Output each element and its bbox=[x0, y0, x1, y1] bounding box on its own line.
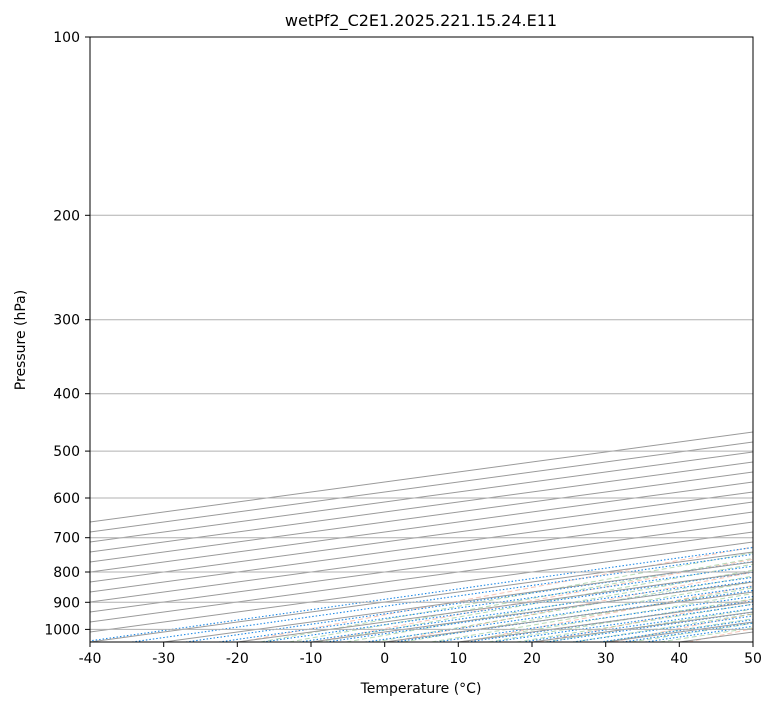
moist-adiabat-line bbox=[260, 552, 753, 642]
isotherm-line bbox=[90, 461, 753, 553]
mixing-ratio-line bbox=[365, 585, 753, 642]
y-tick-label: 700 bbox=[53, 531, 80, 547]
isotherm-line bbox=[90, 501, 753, 593]
y-tick-label: 500 bbox=[53, 444, 80, 460]
y-tick-label: 100 bbox=[53, 30, 80, 46]
x-tick-label: 50 bbox=[744, 651, 762, 667]
plot-area bbox=[90, 37, 753, 642]
isotherm-line bbox=[90, 521, 753, 613]
y-axis-label: Pressure (hPa) bbox=[13, 290, 29, 390]
x-tick-label: -20 bbox=[226, 651, 249, 667]
moist-adiabats bbox=[260, 552, 753, 642]
isotherm-line bbox=[90, 511, 753, 603]
y-tick-label: 900 bbox=[53, 595, 80, 611]
x-tick-label: 0 bbox=[380, 651, 389, 667]
y-tick-label: 800 bbox=[53, 565, 80, 581]
x-tick-label: -40 bbox=[79, 651, 102, 667]
isotherm-line bbox=[90, 481, 753, 573]
moist-adiabat-line bbox=[403, 581, 753, 642]
x-tick-label: -10 bbox=[300, 651, 323, 667]
mixing-ratio-line bbox=[90, 546, 753, 642]
isotherm-line bbox=[90, 491, 753, 583]
x-tick-label: 20 bbox=[523, 651, 541, 667]
y-tick-label: 400 bbox=[53, 387, 80, 403]
isotherm-line bbox=[90, 531, 753, 623]
y-tick-label: 200 bbox=[53, 208, 80, 224]
y-tick-label: 600 bbox=[53, 491, 80, 507]
isotherms bbox=[90, 431, 753, 642]
x-tick-label: 30 bbox=[597, 651, 615, 667]
chart-title: wetPf2_C2E1.2025.221.15.24.E11 bbox=[285, 11, 557, 31]
isobar-gridlines bbox=[90, 37, 753, 630]
y-tick-label: 1000 bbox=[44, 622, 80, 638]
y-tick-label: 300 bbox=[53, 313, 80, 329]
isotherm-line bbox=[90, 471, 753, 563]
isotherm-line bbox=[90, 451, 753, 543]
x-tick-label: 40 bbox=[670, 651, 688, 667]
x-tick-label: -30 bbox=[152, 651, 175, 667]
moist-adiabat-line bbox=[459, 592, 753, 642]
moist-adiabat-line bbox=[346, 569, 753, 642]
axis-ticks: -40 -30 -20 -10 0 10 20 30 40 50 1000 900 800 700 600 5… bbox=[44, 30, 762, 667]
plot-frame bbox=[89, 36, 754, 643]
x-tick-label: 10 bbox=[449, 651, 467, 667]
x-axis-label: Temperature (°C) bbox=[360, 681, 482, 697]
mixing-ratio-line bbox=[299, 576, 753, 642]
